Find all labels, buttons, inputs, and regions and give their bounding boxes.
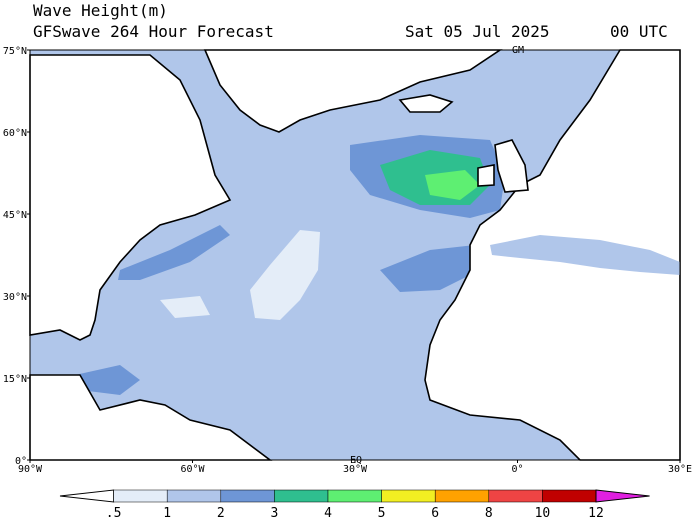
colorbar-box <box>327 489 382 503</box>
equator-label: EQ <box>350 455 362 466</box>
date: Sat 05 Jul 2025 <box>405 22 550 41</box>
calm-area <box>250 230 320 320</box>
colorbar-box <box>381 489 436 503</box>
colorbar-box <box>166 489 222 503</box>
lon-label: 30°W <box>343 464 368 475</box>
colorbar-box <box>220 489 275 503</box>
colorbar-label: 10 <box>535 506 551 521</box>
ireland <box>477 164 495 187</box>
colorbar-label: 8 <box>485 506 493 521</box>
colorbar-label: 6 <box>431 506 439 521</box>
colorbar-label: 4 <box>324 506 332 521</box>
colorbar-label: 2 <box>217 506 225 521</box>
lat-label: 0° <box>15 456 27 467</box>
great-britain <box>494 139 529 193</box>
colorbar-box <box>434 489 490 503</box>
lon-label: 30°E <box>668 464 692 475</box>
colorbar: .5 1 2 3 4 5 6 8 10 12 <box>59 489 650 521</box>
subtitle: GFSwave 264 Hour Forecast <box>33 22 274 41</box>
lon-label: 0° <box>511 464 523 475</box>
colorbar-box <box>488 489 543 503</box>
lat-label: 60°N <box>3 128 27 139</box>
colorbar-box <box>113 489 168 503</box>
colorbar-label: 3 <box>270 506 278 521</box>
colorbar-box <box>274 489 329 503</box>
lat-label: 15°N <box>3 374 27 385</box>
colorbar-arrow <box>595 489 650 503</box>
high-wave-area <box>75 365 140 395</box>
high-wave-area <box>118 225 230 280</box>
lat-label: 30°N <box>3 292 27 303</box>
colorbar-label: 12 <box>588 506 604 521</box>
lat-label: 75°N <box>3 46 27 57</box>
map-area <box>29 49 681 461</box>
axis-labels: 75°N60°N45°N30°N15°N0°90°W 60°W 30°W 0° 30°E <box>3 46 692 475</box>
colorbar-label: .5 <box>106 506 122 521</box>
calm-area <box>160 296 210 318</box>
colorbar-arrow <box>59 489 115 503</box>
colorbar-label: 1 <box>163 506 171 521</box>
time: 00 UTC <box>610 22 668 41</box>
colorbar-label: 5 <box>378 506 386 521</box>
meridian-label: GM <box>512 45 524 56</box>
colorbar-box <box>542 489 597 503</box>
high-wave-area <box>425 170 480 200</box>
north-america <box>29 54 232 341</box>
mediterranean <box>490 235 680 275</box>
lon-label: 90°W <box>18 464 43 475</box>
lon-label: 60°W <box>180 464 205 475</box>
greenland <box>203 49 503 133</box>
title: Wave Height(m) <box>33 1 168 20</box>
high-wave-area <box>380 245 480 292</box>
iceland <box>398 94 454 113</box>
lat-label: 45°N <box>3 210 27 221</box>
